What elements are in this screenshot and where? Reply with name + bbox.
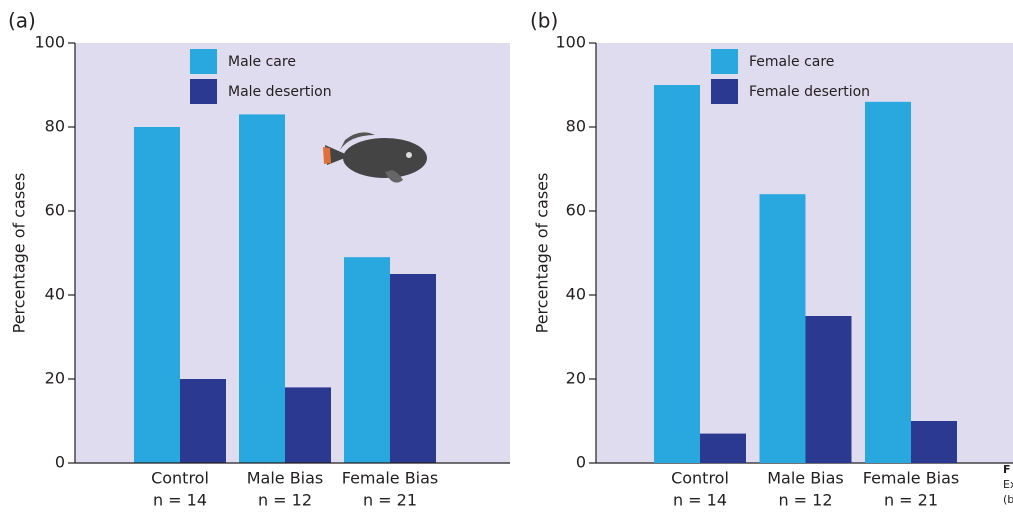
y-axis-label: Percentage of cases — [533, 173, 552, 334]
legend-label: Male care — [228, 54, 296, 70]
bar — [911, 421, 957, 463]
legend-swatch — [190, 79, 217, 104]
sample-size-label: n = 12 — [258, 491, 312, 510]
bar — [285, 387, 331, 463]
bar — [805, 316, 852, 463]
y-tick-label: 60 — [45, 201, 65, 220]
y-tick-label: 40 — [45, 285, 65, 304]
fish-illustration — [323, 132, 427, 183]
sample-size-label: n = 12 — [778, 491, 832, 510]
y-axis-label: Percentage of cases — [10, 173, 29, 334]
y-tick-label: 0 — [55, 453, 65, 472]
y-tick-label: 100 — [555, 33, 586, 52]
x-tick-label: Female Bias — [863, 469, 960, 488]
y-tick-label: 80 — [566, 117, 586, 136]
caption-fragment: F — [1003, 463, 1011, 476]
sample-size-label: n = 14 — [673, 491, 727, 510]
sample-size-label: n = 21 — [884, 491, 938, 510]
sample-size-label: n = 21 — [363, 491, 417, 510]
panel-label: (a) — [8, 9, 36, 33]
y-tick-label: 0 — [576, 453, 586, 472]
legend-label: Female care — [749, 54, 834, 70]
bar — [390, 274, 436, 463]
y-tick-label: 20 — [566, 369, 586, 388]
panel-label: (b) — [530, 9, 558, 33]
legend-swatch — [711, 79, 738, 104]
y-tick-label: 40 — [566, 285, 586, 304]
legend-label: Female desertion — [749, 84, 870, 100]
bar — [865, 101, 911, 464]
legend-swatch — [711, 49, 738, 74]
bar — [700, 433, 746, 463]
legend-label: Male desertion — [228, 84, 332, 100]
x-tick-label: Control — [151, 469, 209, 488]
x-tick-label: Female Bias — [342, 469, 439, 488]
bar — [654, 85, 700, 463]
bar — [759, 194, 806, 463]
legend-swatch — [190, 49, 217, 74]
bar — [180, 379, 226, 463]
x-tick-label: Male Bias — [767, 469, 844, 488]
x-tick-label: Male Bias — [247, 469, 324, 488]
caption-fragment: Ex — [1003, 478, 1013, 491]
y-tick-label: 100 — [34, 33, 65, 52]
bar — [344, 257, 390, 463]
x-tick-label: Control — [671, 469, 729, 488]
bar — [239, 114, 285, 464]
y-tick-label: 80 — [45, 117, 65, 136]
caption-fragment: (b — [1003, 493, 1013, 506]
bar — [134, 127, 180, 463]
y-tick-label: 60 — [566, 201, 586, 220]
sample-size-label: n = 14 — [153, 491, 207, 510]
y-tick-label: 20 — [45, 369, 65, 388]
